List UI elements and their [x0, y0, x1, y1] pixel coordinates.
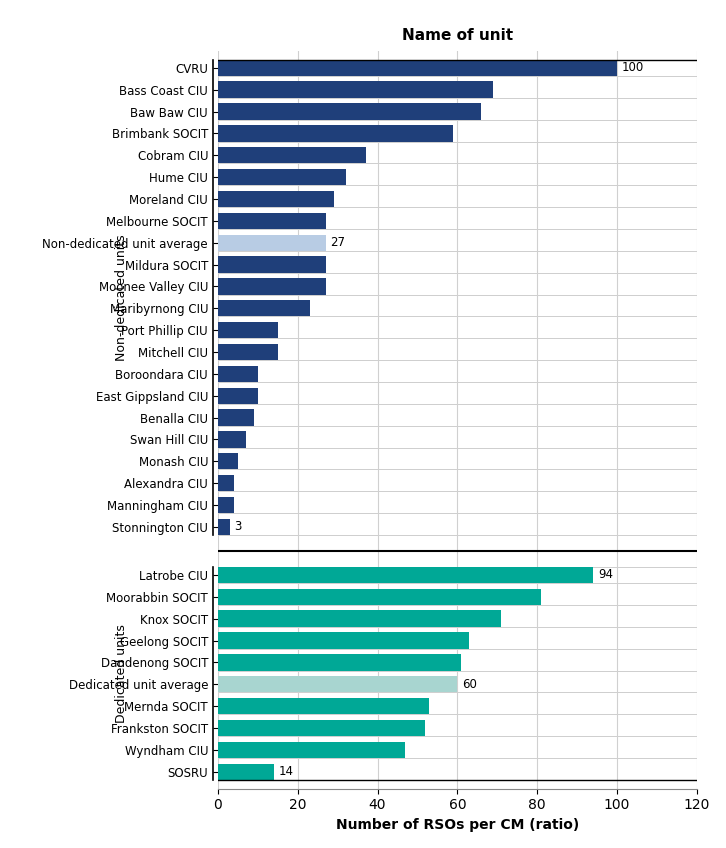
- Bar: [218, 365, 258, 382]
- Bar: [218, 103, 481, 120]
- Bar: [218, 763, 274, 780]
- Bar: [218, 256, 325, 273]
- Bar: [218, 59, 617, 76]
- Bar: [218, 720, 425, 736]
- Text: Non-dedicated units: Non-dedicated units: [115, 234, 129, 360]
- Bar: [218, 388, 258, 404]
- Bar: [218, 235, 325, 251]
- Bar: [218, 475, 234, 491]
- Bar: [218, 432, 245, 448]
- Bar: [218, 589, 541, 605]
- Bar: [218, 676, 457, 693]
- Bar: [218, 126, 453, 142]
- Bar: [218, 633, 469, 649]
- Bar: [218, 566, 593, 583]
- Text: 27: 27: [330, 237, 346, 249]
- Bar: [218, 343, 277, 360]
- Bar: [218, 278, 325, 294]
- Bar: [218, 698, 430, 714]
- Text: 14: 14: [279, 765, 293, 778]
- X-axis label: Number of RSOs per CM (ratio): Number of RSOs per CM (ratio): [335, 818, 579, 832]
- Bar: [218, 213, 325, 229]
- Bar: [218, 654, 462, 671]
- Bar: [218, 322, 277, 338]
- Bar: [218, 519, 229, 535]
- Bar: [218, 611, 501, 627]
- Bar: [218, 81, 494, 98]
- Text: 100: 100: [622, 61, 644, 75]
- Bar: [218, 169, 346, 186]
- Bar: [218, 410, 254, 426]
- Bar: [218, 147, 365, 164]
- Bar: [218, 300, 310, 316]
- Text: 60: 60: [462, 678, 477, 691]
- Title: Name of unit: Name of unit: [401, 28, 513, 42]
- Bar: [218, 742, 405, 758]
- Text: 3: 3: [234, 521, 242, 533]
- Text: Dedicated units: Dedicated units: [115, 624, 129, 722]
- Bar: [218, 191, 333, 207]
- Text: 94: 94: [598, 568, 613, 582]
- Bar: [218, 453, 238, 470]
- Bar: [218, 497, 234, 513]
